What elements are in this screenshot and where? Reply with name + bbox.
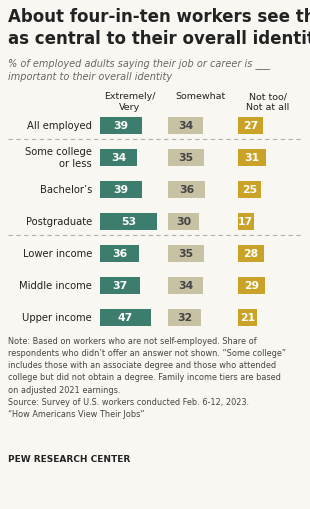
Text: 37: 37 xyxy=(113,280,128,291)
Text: All employed: All employed xyxy=(27,121,92,131)
Text: % of employed adults saying their job or career is ___
important to their overal: % of employed adults saying their job or… xyxy=(8,58,270,81)
Text: 31: 31 xyxy=(245,153,260,163)
Bar xyxy=(238,117,263,134)
Text: 39: 39 xyxy=(113,185,129,194)
Text: PEW RESEARCH CENTER: PEW RESEARCH CENTER xyxy=(8,454,130,463)
Bar xyxy=(168,117,203,134)
Text: 32: 32 xyxy=(177,313,192,322)
Bar xyxy=(168,181,205,198)
Text: 35: 35 xyxy=(179,153,194,163)
Bar xyxy=(100,181,142,198)
Text: Note: Based on workers who are not self-employed. Share of
respondents who didn’: Note: Based on workers who are not self-… xyxy=(8,336,286,418)
Bar xyxy=(100,117,142,134)
Bar xyxy=(100,309,151,326)
Text: 36: 36 xyxy=(112,248,127,259)
Text: Middle income: Middle income xyxy=(19,280,92,291)
Text: 17: 17 xyxy=(238,216,253,227)
Text: 25: 25 xyxy=(242,185,257,194)
Bar xyxy=(100,277,140,294)
Text: About four-in-ten workers see their job
as central to their overall identity: About four-in-ten workers see their job … xyxy=(8,8,310,47)
Bar xyxy=(168,277,203,294)
Bar xyxy=(238,149,266,166)
Text: 53: 53 xyxy=(121,216,136,227)
Bar xyxy=(238,213,254,230)
Bar xyxy=(168,245,204,262)
Text: 34: 34 xyxy=(178,121,193,131)
Bar xyxy=(238,181,261,198)
Text: 30: 30 xyxy=(176,216,191,227)
Bar xyxy=(168,149,204,166)
Bar xyxy=(100,149,137,166)
Bar xyxy=(238,309,257,326)
Text: 34: 34 xyxy=(111,153,126,163)
Text: Bachelor’s: Bachelor’s xyxy=(40,185,92,194)
Bar xyxy=(100,213,157,230)
Text: 39: 39 xyxy=(113,121,129,131)
Text: Extremely/
Very: Extremely/ Very xyxy=(104,92,156,111)
Text: Somewhat: Somewhat xyxy=(175,92,225,101)
Text: 27: 27 xyxy=(243,121,258,131)
Bar xyxy=(238,277,264,294)
Text: 47: 47 xyxy=(118,313,133,322)
Text: Not too/
Not at all: Not too/ Not at all xyxy=(246,92,290,111)
Text: Upper income: Upper income xyxy=(22,313,92,322)
Text: 28: 28 xyxy=(243,248,259,259)
Text: 21: 21 xyxy=(240,313,255,322)
Text: 35: 35 xyxy=(179,248,194,259)
Text: Lower income: Lower income xyxy=(23,248,92,259)
Text: 36: 36 xyxy=(179,185,194,194)
Text: 29: 29 xyxy=(244,280,259,291)
Bar xyxy=(168,213,199,230)
Bar xyxy=(238,245,264,262)
Bar xyxy=(168,309,201,326)
Text: Postgraduate: Postgraduate xyxy=(26,216,92,227)
Bar xyxy=(100,245,139,262)
Text: Some college
or less: Some college or less xyxy=(25,147,92,168)
Text: 34: 34 xyxy=(178,280,193,291)
